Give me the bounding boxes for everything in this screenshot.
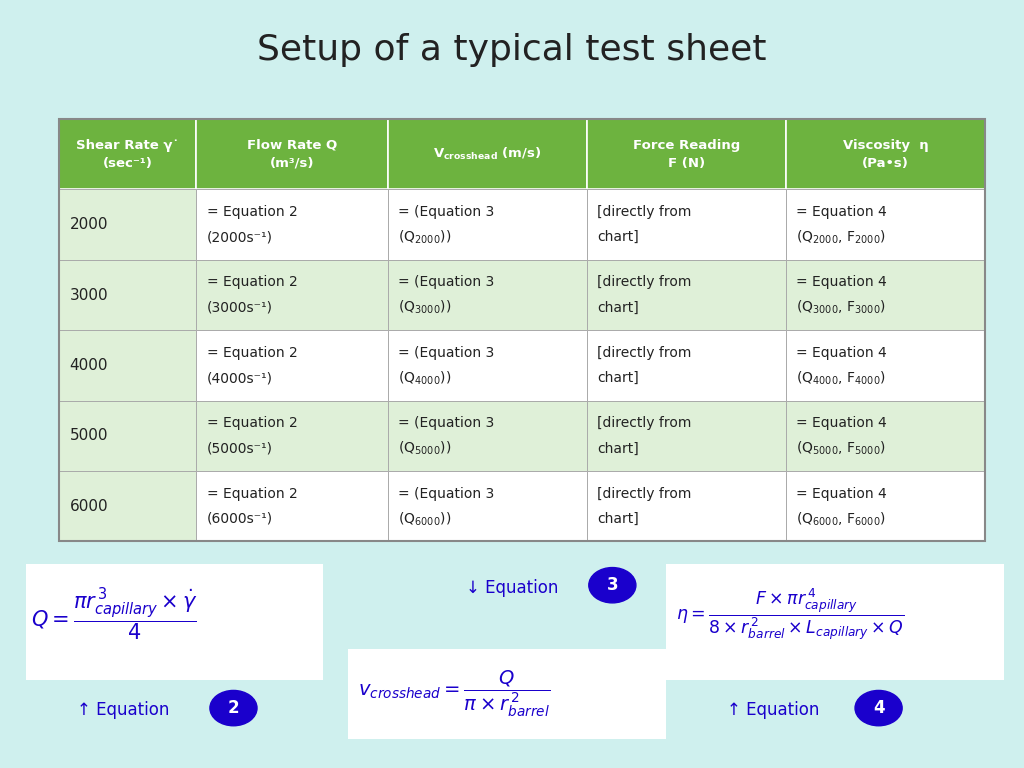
Text: = Equation 4: = Equation 4 bbox=[797, 416, 887, 430]
Text: = Equation 2: = Equation 2 bbox=[207, 346, 297, 359]
Text: [directly from: [directly from bbox=[597, 416, 691, 430]
Text: (Q$_{6000}$)): (Q$_{6000}$)) bbox=[398, 510, 452, 528]
Text: $\eta = \dfrac{F \times \pi r_{capillary}^{\,4}}{8 \times r_{barrel}^{\,2} \time: $\eta = \dfrac{F \times \pi r_{capillary… bbox=[676, 587, 904, 642]
Text: ↓ Equation: ↓ Equation bbox=[466, 578, 563, 597]
Circle shape bbox=[589, 568, 636, 603]
Text: 4: 4 bbox=[872, 699, 885, 717]
Bar bbox=[786, 190, 985, 260]
Text: = (Equation 3: = (Equation 3 bbox=[398, 276, 495, 290]
Bar bbox=[388, 260, 587, 330]
Text: Viscosity  η
(Pa•s): Viscosity η (Pa•s) bbox=[843, 139, 929, 170]
Text: $Q = \dfrac{\pi r_{capillary}^{\,3} \times \dot{\gamma}}{4}$: $Q = \dfrac{\pi r_{capillary}^{\,3} \tim… bbox=[31, 586, 198, 643]
Text: (6000s⁻¹): (6000s⁻¹) bbox=[207, 512, 272, 526]
Text: = Equation 2: = Equation 2 bbox=[207, 276, 297, 290]
Bar bbox=[59, 190, 197, 260]
Bar bbox=[587, 190, 786, 260]
Text: chart]: chart] bbox=[597, 442, 639, 455]
Bar bbox=[786, 260, 985, 330]
Text: [directly from: [directly from bbox=[597, 205, 691, 219]
Text: = Equation 4: = Equation 4 bbox=[797, 346, 887, 359]
Bar bbox=[197, 330, 388, 401]
Text: (2000s⁻¹): (2000s⁻¹) bbox=[207, 230, 272, 244]
Text: (Q$_{3000}$)): (Q$_{3000}$)) bbox=[398, 299, 452, 316]
Bar bbox=[197, 401, 388, 471]
Bar bbox=[348, 649, 666, 739]
Bar bbox=[786, 401, 985, 471]
Bar bbox=[59, 330, 197, 401]
Text: (3000s⁻¹): (3000s⁻¹) bbox=[207, 301, 272, 315]
Bar bbox=[388, 401, 587, 471]
Text: V$_{\mathregular{crosshead}}$ (m/s): V$_{\mathregular{crosshead}}$ (m/s) bbox=[433, 146, 542, 162]
Text: 2000: 2000 bbox=[70, 217, 109, 232]
Bar bbox=[786, 119, 985, 190]
Text: (5000s⁻¹): (5000s⁻¹) bbox=[207, 442, 272, 455]
Text: 2: 2 bbox=[227, 699, 240, 717]
Text: 3000: 3000 bbox=[70, 287, 109, 303]
Circle shape bbox=[210, 690, 257, 726]
Bar bbox=[59, 119, 197, 190]
Text: [directly from: [directly from bbox=[597, 487, 691, 501]
Text: Shear Rate γ˙
(sec⁻¹): Shear Rate γ˙ (sec⁻¹) bbox=[77, 139, 179, 170]
Bar bbox=[197, 260, 388, 330]
Text: = (Equation 3: = (Equation 3 bbox=[398, 487, 495, 501]
Text: = Equation 4: = Equation 4 bbox=[797, 487, 887, 501]
Bar bbox=[197, 471, 388, 541]
Text: (Q$_{6000}$, F$_{6000}$): (Q$_{6000}$, F$_{6000}$) bbox=[797, 510, 886, 528]
Bar bbox=[197, 119, 388, 190]
Bar bbox=[197, 190, 388, 260]
Text: (4000s⁻¹): (4000s⁻¹) bbox=[207, 371, 272, 385]
Text: = (Equation 3: = (Equation 3 bbox=[398, 205, 495, 219]
Bar bbox=[59, 471, 197, 541]
Bar bbox=[587, 119, 786, 190]
Text: [directly from: [directly from bbox=[597, 276, 691, 290]
Text: = (Equation 3: = (Equation 3 bbox=[398, 346, 495, 359]
Bar bbox=[59, 260, 197, 330]
Text: $v_{crosshead} = \dfrac{Q}{\pi \times r_{barrel}^{\,2}}$: $v_{crosshead} = \dfrac{Q}{\pi \times r_… bbox=[358, 669, 551, 719]
Bar bbox=[587, 401, 786, 471]
Text: Setup of a typical test sheet: Setup of a typical test sheet bbox=[257, 33, 767, 67]
Text: chart]: chart] bbox=[597, 301, 639, 315]
Text: (Q$_{3000}$, F$_{3000}$): (Q$_{3000}$, F$_{3000}$) bbox=[797, 299, 886, 316]
Bar bbox=[587, 471, 786, 541]
Text: (Q$_{5000}$, F$_{5000}$): (Q$_{5000}$, F$_{5000}$) bbox=[797, 440, 886, 457]
Text: chart]: chart] bbox=[597, 230, 639, 244]
Text: ↑ Equation: ↑ Equation bbox=[727, 701, 824, 720]
Text: (Q$_{4000}$, F$_{4000}$): (Q$_{4000}$, F$_{4000}$) bbox=[797, 369, 886, 387]
Bar bbox=[388, 330, 587, 401]
Text: = Equation 2: = Equation 2 bbox=[207, 205, 297, 219]
Circle shape bbox=[855, 690, 902, 726]
Text: Flow Rate Q
(m³/s): Flow Rate Q (m³/s) bbox=[247, 139, 337, 170]
Bar bbox=[388, 119, 587, 190]
Text: 5000: 5000 bbox=[70, 429, 109, 443]
Text: (Q$_{2000}$, F$_{2000}$): (Q$_{2000}$, F$_{2000}$) bbox=[797, 229, 886, 246]
Text: = Equation 4: = Equation 4 bbox=[797, 276, 887, 290]
Bar bbox=[786, 471, 985, 541]
Bar bbox=[587, 260, 786, 330]
Bar bbox=[786, 330, 985, 401]
Bar bbox=[59, 119, 985, 541]
Text: = Equation 2: = Equation 2 bbox=[207, 487, 297, 501]
Text: ↑ Equation: ↑ Equation bbox=[77, 701, 174, 720]
Bar bbox=[26, 564, 323, 680]
Bar bbox=[388, 471, 587, 541]
Text: chart]: chart] bbox=[597, 512, 639, 526]
Text: (Q$_{5000}$)): (Q$_{5000}$)) bbox=[398, 440, 452, 457]
Bar bbox=[666, 564, 1004, 680]
Text: 4000: 4000 bbox=[70, 358, 109, 373]
Text: 3: 3 bbox=[606, 576, 618, 594]
Bar bbox=[59, 401, 197, 471]
Text: 6000: 6000 bbox=[70, 498, 109, 514]
Bar bbox=[388, 190, 587, 260]
Text: Force Reading
F (N): Force Reading F (N) bbox=[633, 139, 740, 170]
Text: (Q$_{4000}$)): (Q$_{4000}$)) bbox=[398, 369, 452, 387]
Text: chart]: chart] bbox=[597, 371, 639, 385]
Text: = Equation 4: = Equation 4 bbox=[797, 205, 887, 219]
Text: [directly from: [directly from bbox=[597, 346, 691, 359]
Bar bbox=[587, 330, 786, 401]
Text: (Q$_{2000}$)): (Q$_{2000}$)) bbox=[398, 229, 452, 246]
Text: = (Equation 3: = (Equation 3 bbox=[398, 416, 495, 430]
Text: = Equation 2: = Equation 2 bbox=[207, 416, 297, 430]
